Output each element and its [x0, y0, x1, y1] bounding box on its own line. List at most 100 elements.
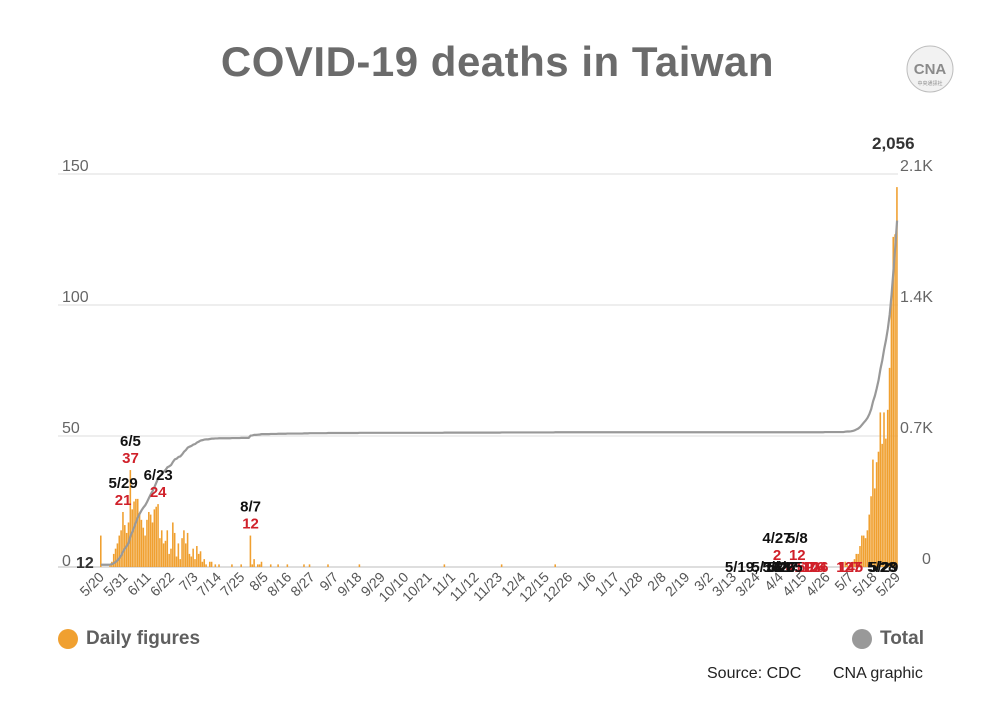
annotation-date: 5/28 — [867, 559, 896, 576]
bar — [308, 564, 311, 567]
bar — [853, 559, 856, 567]
annotation-value: 127 — [836, 559, 861, 576]
chart-title: COVID-19 deaths in Taiwan — [220, 38, 775, 85]
bar — [257, 564, 259, 567]
bar — [184, 543, 187, 567]
bar — [864, 538, 867, 567]
annotation-date: 5/19, 5/21 — [725, 559, 792, 576]
bar — [855, 553, 858, 567]
bar — [168, 553, 170, 567]
y2-tick-label: 0.7K — [900, 420, 933, 437]
legend-total-label: Total — [880, 628, 924, 649]
annotation-date: 8/7 — [240, 499, 261, 516]
bar — [146, 519, 148, 567]
bar — [148, 511, 150, 567]
bar — [142, 527, 145, 567]
bar — [327, 564, 329, 567]
bar — [173, 532, 176, 567]
bar — [181, 538, 183, 567]
bar — [881, 443, 883, 567]
source-note: Source: CDC — [707, 665, 802, 682]
bar — [138, 514, 141, 567]
cna-logo: CNA 中央通訊社 — [906, 45, 954, 93]
bar — [554, 564, 556, 567]
annotation-date: 5/26 — [766, 559, 795, 576]
annotation-value: 12 — [242, 516, 259, 533]
bar — [896, 187, 898, 567]
annotation-value: 145 — [838, 559, 863, 576]
bar — [112, 553, 115, 567]
total-legend-swatch — [852, 629, 872, 649]
bar — [144, 535, 146, 567]
bar — [249, 535, 252, 567]
x-tick-label: 6/22 — [147, 569, 178, 600]
bar — [258, 564, 261, 567]
bar — [177, 543, 180, 567]
x-tick-label: 2/19 — [662, 569, 693, 600]
annotation-date: 6/5 — [120, 433, 141, 450]
bar — [240, 564, 242, 567]
bar — [210, 561, 213, 567]
y2-tick-label: 2.1K — [900, 158, 933, 175]
y2-tick-label: 1.4K — [900, 289, 933, 306]
bar — [208, 561, 211, 567]
bar — [277, 564, 279, 567]
bar — [872, 459, 874, 567]
bar — [114, 548, 117, 567]
bar — [846, 564, 848, 567]
svg-text:CNA: CNA — [914, 61, 947, 78]
bar — [140, 519, 143, 567]
legend-daily-label: Daily figures — [86, 628, 201, 649]
bar — [136, 498, 139, 567]
bar — [199, 551, 202, 567]
bar — [172, 522, 174, 567]
credit-note: CNA graphic — [833, 665, 923, 682]
bar — [131, 509, 133, 567]
bar — [179, 559, 182, 567]
bar — [873, 488, 876, 567]
bar — [194, 559, 196, 567]
bar — [196, 546, 198, 567]
annotation-value: 59 — [797, 559, 814, 576]
x-tick-label: 1/28 — [615, 569, 646, 600]
bar — [197, 553, 200, 567]
bar — [849, 564, 852, 567]
bar — [155, 506, 157, 567]
bar — [861, 535, 863, 567]
bar — [166, 530, 169, 567]
bar — [205, 564, 207, 567]
bar — [844, 561, 847, 567]
y2-tick-label: 0 — [922, 551, 931, 568]
bar — [120, 530, 122, 567]
bar — [883, 412, 885, 567]
bar — [186, 532, 189, 567]
x-tick-label: 6/11 — [124, 569, 154, 599]
annotation-value: 126 — [803, 559, 828, 576]
y-tick-label: 150 — [62, 158, 89, 175]
bar — [100, 535, 102, 567]
bar — [859, 546, 861, 567]
bar — [162, 543, 165, 567]
bar — [260, 561, 263, 567]
bar — [118, 535, 121, 567]
bar — [109, 564, 111, 567]
bar — [201, 561, 204, 567]
bar — [151, 522, 154, 567]
bar — [231, 564, 233, 567]
annotation-value: 41 — [786, 559, 803, 576]
bar — [135, 498, 137, 567]
annotation-date: 5/13 — [751, 559, 780, 576]
bar — [443, 564, 446, 567]
bar — [890, 294, 893, 567]
bar — [160, 530, 163, 567]
bar — [885, 438, 887, 567]
bar — [866, 530, 869, 567]
annotation-date: 4/27 — [762, 530, 791, 547]
bar — [851, 561, 854, 567]
bar — [286, 564, 289, 567]
legend-daily: Daily figures — [58, 628, 200, 650]
bar — [888, 367, 891, 567]
total-line — [100, 220, 899, 566]
bar — [877, 451, 880, 567]
annotation-date: 5/27 — [768, 559, 797, 576]
